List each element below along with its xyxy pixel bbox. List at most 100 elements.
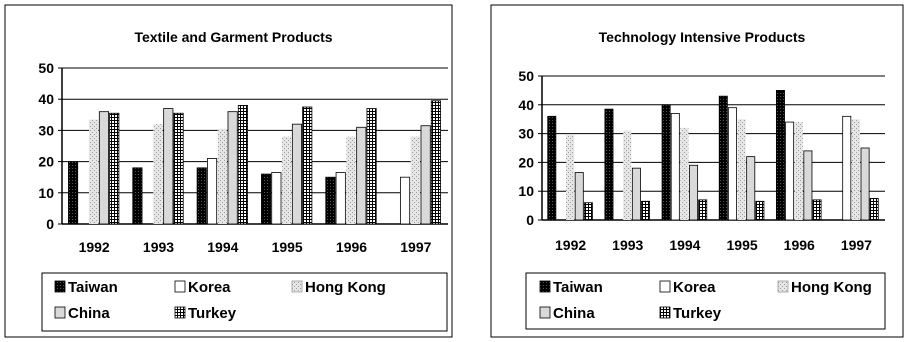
legend-box <box>525 272 886 330</box>
bar-turkey-1993 <box>173 112 184 225</box>
legend-swatch-korea <box>174 280 186 293</box>
bar-china-1993 <box>631 167 641 221</box>
bar-korea-1996 <box>785 121 795 221</box>
bar-turkey-1994 <box>698 199 708 221</box>
chart-title: Textile and Garment Products <box>134 29 332 45</box>
legend-label: Hong Kong <box>791 279 872 296</box>
bar-taiwan-1994 <box>661 104 671 221</box>
bar-taiwan-1993 <box>132 167 143 225</box>
legend-swatch-china <box>539 306 551 319</box>
bar-turkey-1996 <box>366 108 377 225</box>
bar-taiwan-1994 <box>196 167 207 225</box>
bar-hong-kong-1992 <box>566 135 575 220</box>
legend-label: Taiwan <box>68 279 118 296</box>
bar-hong-kong-1996 <box>346 136 356 224</box>
bar-turkey-1992 <box>583 202 593 221</box>
bar-korea-1995 <box>727 107 737 221</box>
chart-1: Textile and Garment Products 0 10 20 30 40 50 1… <box>4 4 453 338</box>
legend-swatch-turkey <box>659 306 671 319</box>
bar-taiwan-1993 <box>604 108 614 221</box>
bar-china-1994 <box>689 164 699 221</box>
x-tick-label: 1996 <box>336 239 367 255</box>
bar-china-1993 <box>163 108 174 225</box>
y-tick-label: 50 <box>38 60 54 76</box>
bar-turkey-1996 <box>812 199 822 221</box>
y-tick-label: 10 <box>518 183 534 199</box>
x-tick-label: 1992 <box>555 237 586 253</box>
bar-hong-kong-1994 <box>217 128 227 224</box>
bar-china-1997 <box>860 147 870 221</box>
bar-china-1996 <box>803 150 813 221</box>
bar-turkey-1994 <box>237 105 248 225</box>
y-tick-label: 20 <box>518 154 534 170</box>
bar-hong-kong-1997 <box>851 119 860 220</box>
bar-turkey-1992 <box>109 112 120 225</box>
bar-china-1997 <box>420 125 431 225</box>
bar-hong-kong-1995 <box>282 136 292 224</box>
legend-swatch-hong-kong <box>291 280 303 293</box>
y-tick-label: 10 <box>38 185 54 201</box>
x-tick-label: 1992 <box>79 239 110 255</box>
bar-taiwan-1995 <box>261 173 272 225</box>
legend-label: China <box>553 305 595 322</box>
bar-turkey-1995 <box>755 200 765 221</box>
y-tick-label: 0 <box>526 212 534 228</box>
bar-turkey-1995 <box>302 106 313 225</box>
bar-hong-kong-1996 <box>794 122 803 220</box>
bar-korea-1996 <box>335 172 346 225</box>
legend-label: Taiwan <box>553 279 603 296</box>
bar-turkey-1997 <box>869 197 879 221</box>
y-tick-label: 30 <box>518 126 534 142</box>
bar-china-1996 <box>356 126 367 225</box>
chart-title: Technology Intensive Products <box>599 29 806 45</box>
y-tick-label: 20 <box>38 154 54 170</box>
x-tick-label: 1995 <box>727 237 758 253</box>
bar-taiwan-1992 <box>547 115 557 221</box>
legend-swatch-korea <box>659 280 671 293</box>
x-tick-label: 1995 <box>272 239 303 255</box>
bar-hong-kong-1993 <box>153 124 163 224</box>
bar-taiwan-1992 <box>68 161 79 225</box>
bar-hong-kong-1993 <box>623 130 632 220</box>
bar-turkey-1993 <box>641 200 651 221</box>
bar-hong-kong-1995 <box>737 119 746 220</box>
bar-taiwan-1996 <box>325 176 336 225</box>
chart-2: Technology Intensive Products 0 10 20 30 40 50… <box>490 4 904 338</box>
bar-turkey-1997 <box>430 100 441 225</box>
chart-frame <box>4 4 453 338</box>
y-tick-label: 40 <box>518 97 534 113</box>
bar-korea-1994 <box>206 158 218 225</box>
bar-hong-kong-1992 <box>89 119 99 224</box>
legend-swatch-hong-kong <box>777 280 789 293</box>
bar-korea-1995 <box>271 172 282 225</box>
y-tick-label: 30 <box>38 122 54 138</box>
bar-china-1994 <box>227 111 238 225</box>
legend-label: China <box>68 305 110 322</box>
x-tick-label: 1997 <box>841 237 872 253</box>
legend-swatch-taiwan <box>539 280 551 293</box>
bar-china-1992 <box>574 172 584 221</box>
x-tick-label: 1997 <box>400 239 431 255</box>
bar-china-1995 <box>291 123 303 225</box>
legend-swatch-turkey <box>174 306 186 319</box>
x-tick-label: 1993 <box>143 239 174 255</box>
legend-swatch-taiwan <box>54 280 66 293</box>
legend-label: Korea <box>188 279 231 296</box>
bar-hong-kong-1994 <box>680 127 689 220</box>
legend-box <box>41 272 448 332</box>
legend-label: Turkey <box>188 305 237 322</box>
x-tick-label: 1994 <box>669 237 700 253</box>
bar-china-1995 <box>746 156 756 221</box>
bar-hong-kong-1997 <box>410 136 420 224</box>
chart-frame <box>490 4 904 338</box>
x-tick-label: 1993 <box>612 237 643 253</box>
bar-taiwan-1995 <box>718 95 728 221</box>
bar-taiwan-1996 <box>775 90 785 221</box>
bar-korea-1994 <box>670 113 680 221</box>
y-tick-label: 40 <box>38 91 54 107</box>
y-tick-label: 0 <box>46 216 54 232</box>
x-tick-label: 1996 <box>784 237 815 253</box>
bar-korea-1997 <box>842 115 852 221</box>
legend-label: Turkey <box>673 305 722 322</box>
